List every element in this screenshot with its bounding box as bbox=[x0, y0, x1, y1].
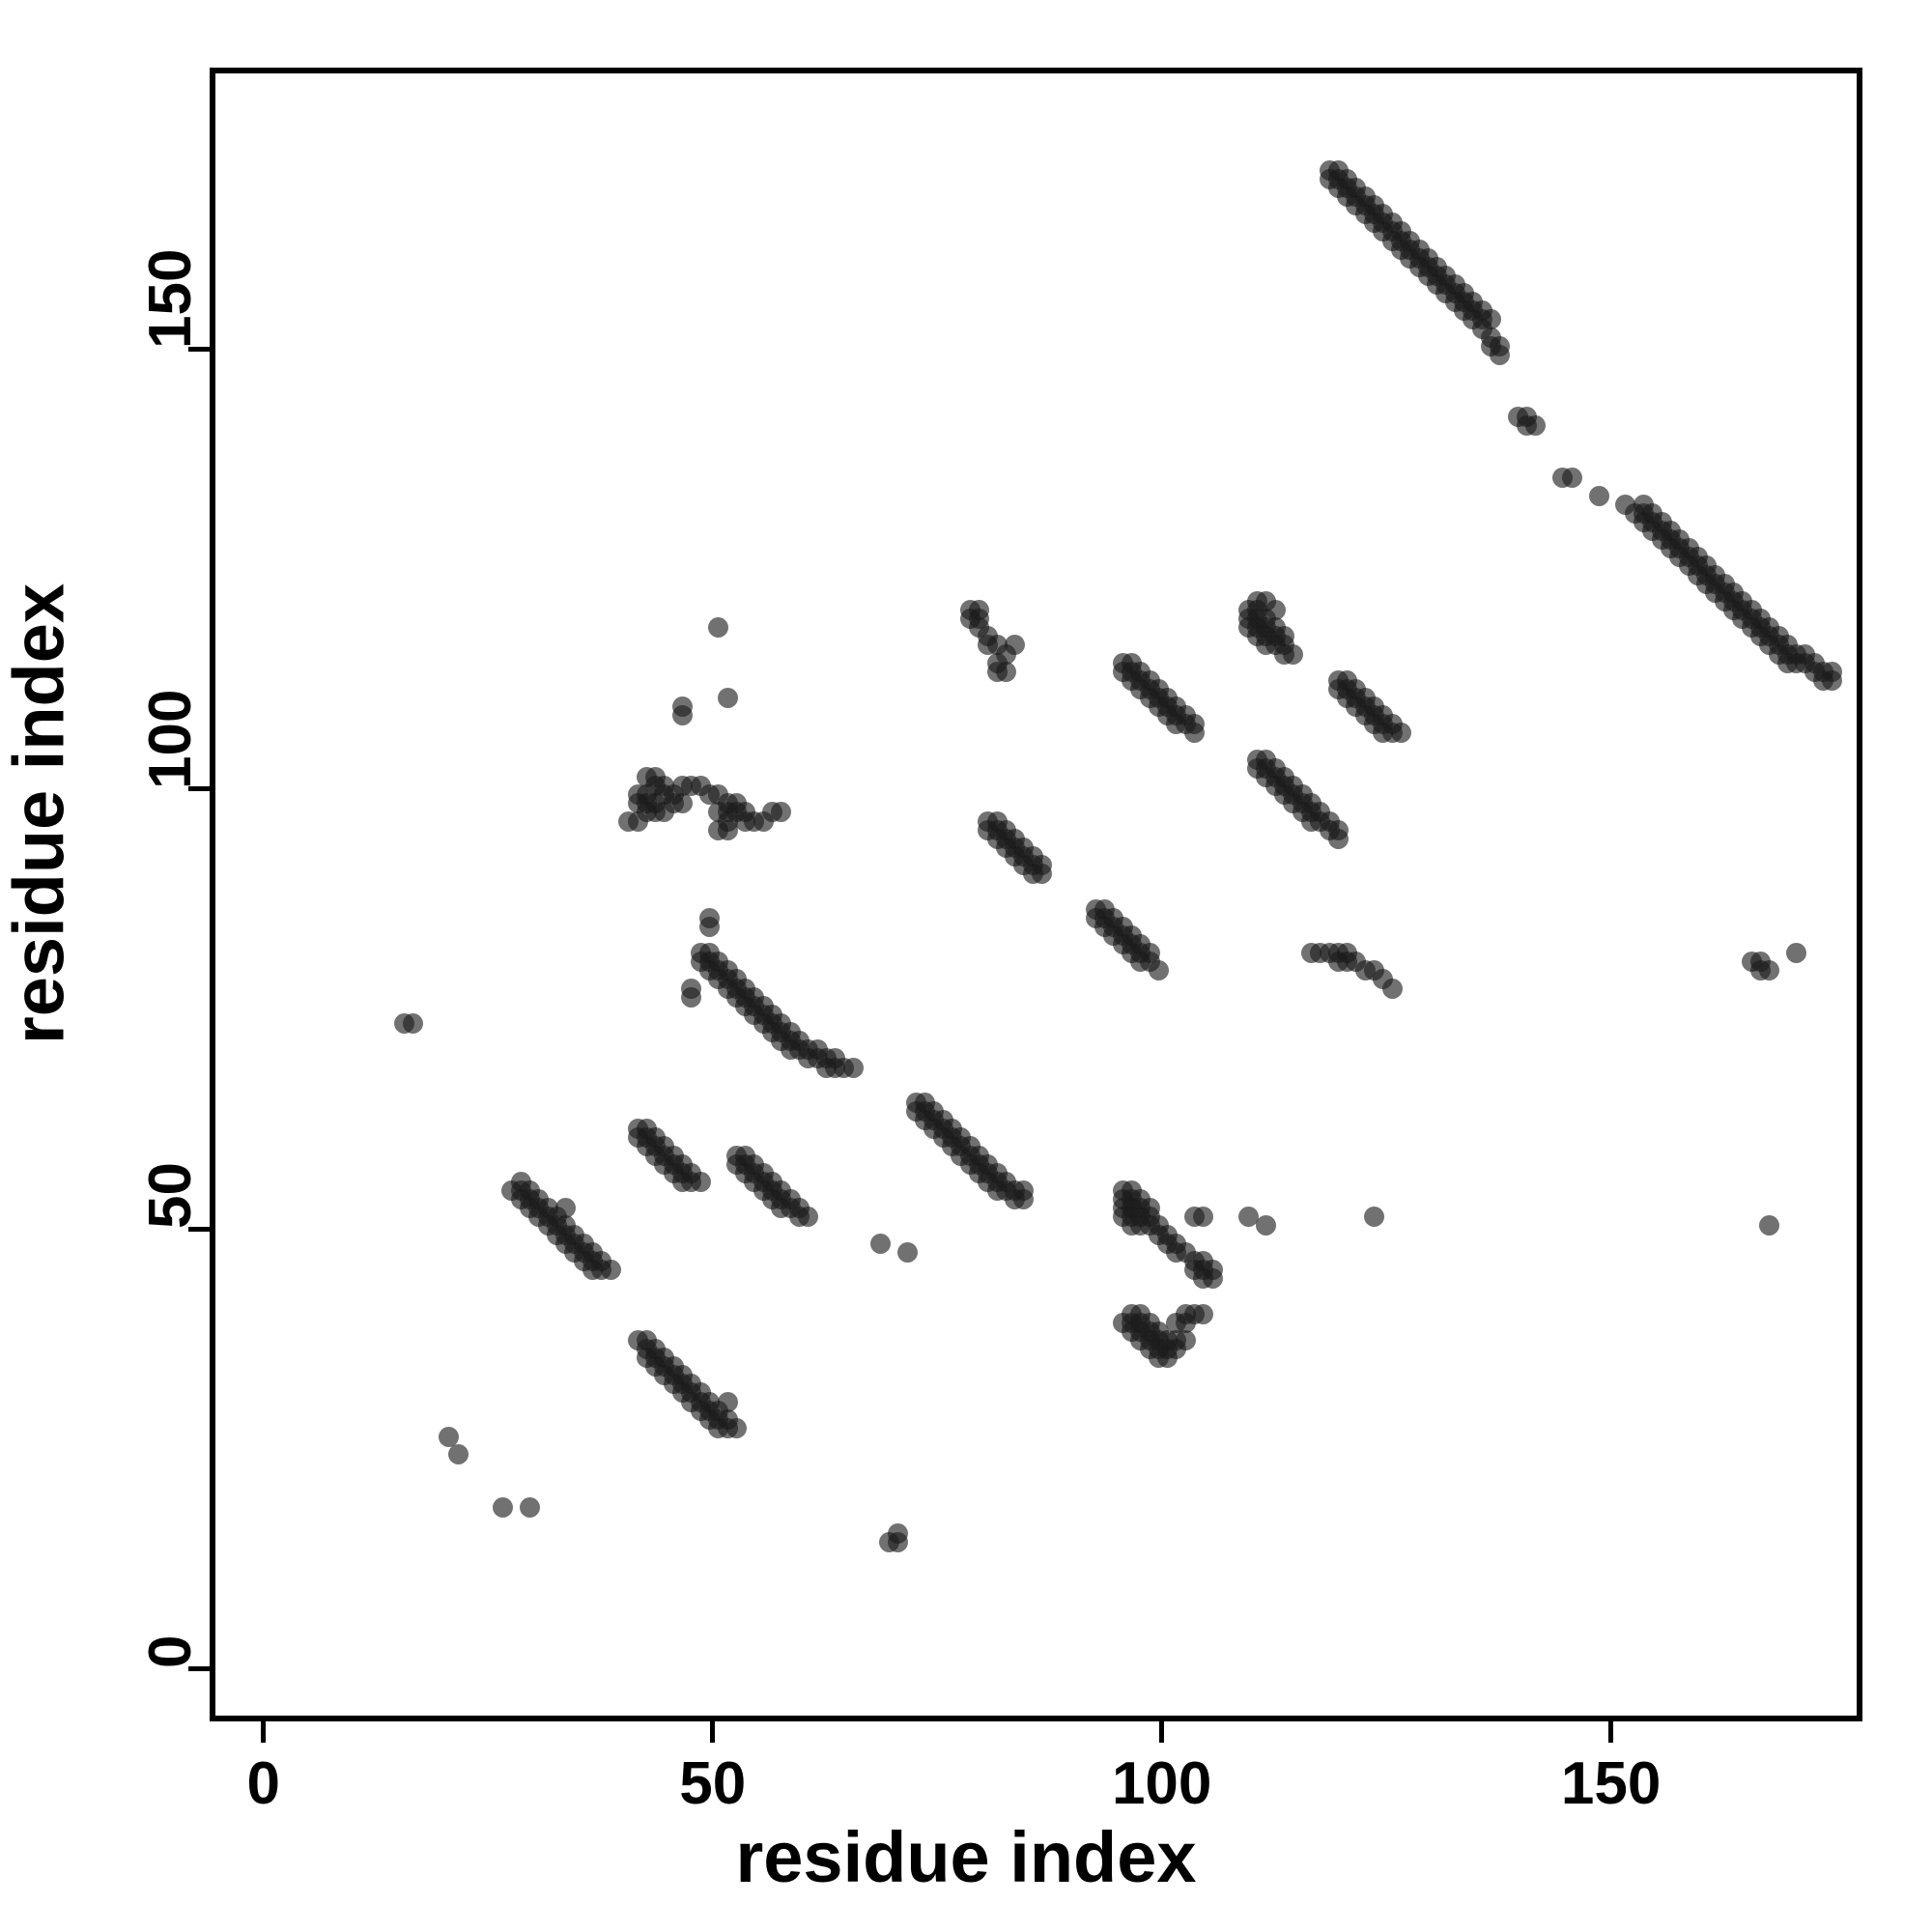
scatter-point bbox=[1822, 661, 1843, 682]
scatter-point bbox=[600, 1259, 621, 1280]
scatter-point bbox=[1193, 1207, 1214, 1228]
scatter-point bbox=[807, 1039, 828, 1061]
scatter-point bbox=[708, 617, 729, 639]
x-tick-label: 100 bbox=[1111, 1750, 1212, 1817]
x-axis-label: residue index bbox=[735, 1817, 1197, 1897]
scatter-point bbox=[717, 1391, 738, 1412]
scatter-point bbox=[1193, 1303, 1214, 1324]
scatter-point bbox=[1166, 1312, 1187, 1333]
scatter-point bbox=[1786, 943, 1807, 964]
scatter-point bbox=[672, 705, 694, 726]
scatter-point bbox=[1588, 485, 1609, 506]
scatter-point bbox=[510, 1171, 531, 1192]
scatter-point bbox=[403, 1012, 424, 1034]
scatter-point bbox=[1390, 723, 1411, 744]
x-tick-mark bbox=[1159, 1721, 1165, 1743]
scatter-point bbox=[519, 1496, 540, 1518]
scatter-point bbox=[681, 986, 702, 1008]
y-axis-label: residue index bbox=[0, 582, 79, 1045]
x-tick-label: 50 bbox=[679, 1750, 747, 1817]
scatter-point bbox=[1157, 1348, 1179, 1369]
scatter-point bbox=[1032, 864, 1052, 885]
scatter-point bbox=[690, 1171, 711, 1192]
scatter-points-layer bbox=[215, 73, 1857, 1716]
scatter-point bbox=[1130, 1215, 1151, 1236]
x-tick-mark bbox=[710, 1721, 716, 1743]
scatter-point bbox=[1175, 1329, 1196, 1350]
scatter-point bbox=[1490, 344, 1511, 365]
scatter-point bbox=[447, 1444, 469, 1465]
plot-panel bbox=[210, 68, 1862, 1721]
scatter-point bbox=[1759, 960, 1780, 981]
scatter-point bbox=[717, 819, 738, 840]
scatter-point bbox=[493, 1496, 514, 1518]
scatter-point bbox=[995, 661, 1016, 682]
scatter-point bbox=[636, 1329, 657, 1350]
scatter-point bbox=[1256, 635, 1277, 656]
scatter-point bbox=[896, 1241, 918, 1263]
scatter-point bbox=[725, 1417, 747, 1438]
scatter-point bbox=[717, 688, 738, 709]
scatter-point bbox=[1759, 1215, 1780, 1236]
scatter-point bbox=[1480, 309, 1501, 330]
scatter-point bbox=[672, 793, 694, 814]
scatter-point bbox=[1283, 643, 1304, 665]
scatter-point bbox=[654, 802, 675, 823]
y-tick-mark bbox=[188, 1226, 210, 1232]
scatter-point bbox=[627, 810, 648, 832]
scatter-point bbox=[439, 1426, 460, 1447]
scatter-point bbox=[923, 1101, 945, 1122]
scatter-point bbox=[1364, 1207, 1385, 1228]
scatter-point bbox=[1337, 943, 1358, 964]
scatter-point bbox=[1237, 1207, 1259, 1228]
y-tick-mark bbox=[188, 1665, 210, 1671]
scatter-point bbox=[1148, 960, 1169, 981]
scatter-point bbox=[1013, 1189, 1035, 1210]
x-tick-label: 0 bbox=[246, 1750, 281, 1817]
scatter-point bbox=[1381, 978, 1403, 999]
scatter-point bbox=[869, 1233, 891, 1254]
scatter-point bbox=[1202, 1268, 1223, 1290]
scatter-point bbox=[1184, 723, 1206, 744]
scatter-point bbox=[1327, 828, 1349, 849]
scatter-point bbox=[1561, 468, 1582, 489]
scatter-point bbox=[1256, 1215, 1277, 1236]
scatter-point bbox=[645, 767, 667, 787]
x-tick-mark bbox=[1608, 1721, 1614, 1743]
scatter-point bbox=[1327, 159, 1349, 181]
scatter-point bbox=[1247, 590, 1268, 611]
scatter-point bbox=[968, 599, 989, 620]
y-tick-mark bbox=[188, 786, 210, 792]
scatter-point bbox=[698, 916, 720, 937]
scatter-point bbox=[888, 1523, 909, 1545]
scatter-point bbox=[842, 1057, 864, 1078]
x-tick-mark bbox=[261, 1721, 267, 1743]
scatter-point bbox=[798, 1207, 819, 1228]
scatter-point bbox=[555, 1198, 577, 1219]
scatter-point bbox=[771, 802, 792, 823]
y-tick-mark bbox=[188, 346, 210, 352]
x-tick-label: 150 bbox=[1560, 1750, 1662, 1817]
scatter-point bbox=[1264, 599, 1286, 620]
scatter-point bbox=[1525, 414, 1547, 436]
